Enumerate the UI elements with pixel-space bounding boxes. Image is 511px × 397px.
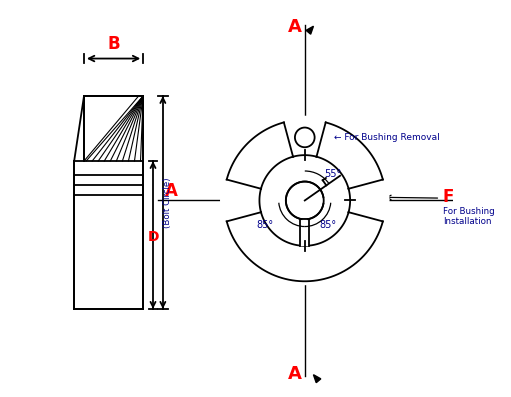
Text: Installation: Installation bbox=[444, 217, 492, 226]
Bar bbox=[300, 220, 309, 246]
Text: 85°: 85° bbox=[257, 220, 274, 230]
Polygon shape bbox=[313, 375, 321, 383]
Text: For Bushing: For Bushing bbox=[444, 207, 495, 216]
Text: F: F bbox=[443, 187, 454, 206]
Text: A: A bbox=[288, 18, 302, 36]
Text: B: B bbox=[107, 35, 120, 53]
Polygon shape bbox=[306, 26, 313, 34]
Text: 85°: 85° bbox=[319, 220, 336, 230]
Polygon shape bbox=[84, 96, 143, 161]
Text: A: A bbox=[288, 365, 302, 383]
Text: D: D bbox=[147, 230, 159, 244]
Text: 55°: 55° bbox=[323, 169, 341, 179]
Circle shape bbox=[220, 116, 389, 285]
Polygon shape bbox=[74, 96, 143, 309]
Text: (Bolt Circle): (Bolt Circle) bbox=[164, 177, 173, 228]
Text: ← For Bushing Removal: ← For Bushing Removal bbox=[334, 133, 440, 142]
Text: A: A bbox=[165, 181, 178, 200]
